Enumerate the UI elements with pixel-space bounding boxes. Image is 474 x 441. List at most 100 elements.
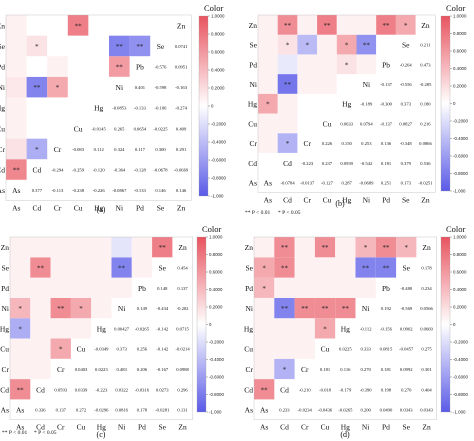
x-tick-label: Pd [138,423,146,432]
correlation-value: 0.275 [421,347,432,352]
significance-mark: ** [383,22,391,30]
significance-mark: * [59,346,63,354]
correlation-value: 0.291 [176,147,187,152]
correlation-value: -0.259 [72,168,85,173]
correlation-value: 0.373 [116,347,127,352]
correlation-value: 0.0343 [400,408,413,413]
y-tick-label: As [245,406,253,415]
correlation-value: -0.238 [72,188,85,193]
diagonal-label: Pb [382,60,390,69]
significance-mark: ** [382,244,390,252]
colorbar-tick-label: -0.4000 [453,136,468,141]
significance-mark: ** [322,305,330,313]
correlation-value: 0.136 [381,141,392,146]
correlation-value: -0.556 [400,82,413,87]
panel-label: (c) [97,430,106,439]
heat-cell [297,15,318,35]
correlation-value: -0.569 [400,306,413,311]
heat-cell [274,277,295,298]
y-tick-label: Cu [0,124,5,133]
diagonal-label: Zn [177,21,186,30]
correlation-value: -0.434 [156,306,169,311]
panel-d: ****** ** ** **** ** ** **** ** * ** *AsCdCrCuHgNi… [244,236,437,439]
heat-cell [6,15,27,36]
correlation-value: -0.189 [360,102,373,107]
y-tick-label: Hg [244,324,253,333]
significance-mark: ** [281,305,289,313]
colorbars: Color1.00000.80000.60000.40000.20000-0.2… [196,3,468,415]
heat-cell [375,237,397,258]
heat-cell [70,277,92,298]
colorbar-tick-label: 0.6000 [453,49,467,54]
correlation-value: 0.0566 [420,306,433,311]
heat-cell [314,318,336,339]
correlation-value: 0.181 [381,161,392,166]
heat-cell [297,74,318,94]
y-tick-label: Pd [249,60,257,69]
heat-cell [274,297,295,319]
heat-cell [336,74,357,94]
heat-cell [6,97,27,118]
colorbar-tick-label: 0.8000 [453,31,467,36]
colorbar-title: Color [202,224,222,234]
diagonal-label: Cr [301,365,309,374]
significance-mark: ** [322,244,330,252]
significance-mark: ** [382,264,390,272]
correlation-value: 0.0339 [75,387,88,392]
significance-mark: * [345,42,349,50]
heat-cell [30,338,51,359]
colorbar-tick-label: -0.6000 [211,158,226,163]
colorbar-gradient [440,15,451,192]
correlation-value: 0.180 [420,102,431,107]
colorbar-tick-label: -0.4000 [209,357,224,362]
heat-cell [376,15,396,35]
heat-cell [336,54,357,75]
heat-cell [297,54,318,75]
correlation-value: -0.598 [155,85,168,90]
colorbar-title: Color [446,224,466,234]
heat-cell [277,74,298,94]
colorbar-tick-label: 0.4000 [211,68,225,73]
heat-cell [277,93,298,114]
significance-mark: ** [342,305,350,313]
x-tick-label: As [12,203,20,212]
correlation-value: 0.336 [35,408,46,413]
correlation-value: 0.178 [421,265,432,270]
significance-mark: ** [281,244,289,252]
heat-cell [10,338,31,359]
correlation-value: -0.0853 [112,106,127,111]
correlation-value: -0.120 [93,168,106,173]
y-tick-label: Cd [244,385,253,394]
heat-cell [111,257,132,278]
heat-cell [50,277,71,298]
heat-cell [6,56,27,77]
correlation-value: -0.390 [360,387,373,392]
y-tick-label: Cr [2,365,10,374]
heat-cell [88,15,109,36]
diagonal-label: Cu [321,345,330,354]
diagonal-label: Pb [138,284,146,293]
diagonal-label: Se [403,263,411,272]
heat-cell [254,358,275,380]
correlation-value: 0.226 [322,141,333,146]
significance-mark: ** [261,386,269,394]
correlation-value: 0.200 [360,408,371,413]
heat-cell [317,74,337,94]
panel-b: ****** * * **** ** ** *AsCdCrCuHgNiPbSeZn-0.07… [248,14,436,208]
heat-cell [6,138,27,160]
correlation-value: 0.0815 [380,347,393,352]
heat-cell [355,237,376,258]
diagonal-label: Cd [283,159,292,168]
correlation-value: -0.223 [95,387,108,392]
correlation-value: 0.401 [135,85,146,90]
significance-mark: * [262,264,266,272]
heat-cell [314,237,336,258]
y-tick-label: Cr [250,139,258,148]
x-tick-label: As [264,195,272,204]
colorbar-tick-label: -0.6000 [453,375,468,380]
